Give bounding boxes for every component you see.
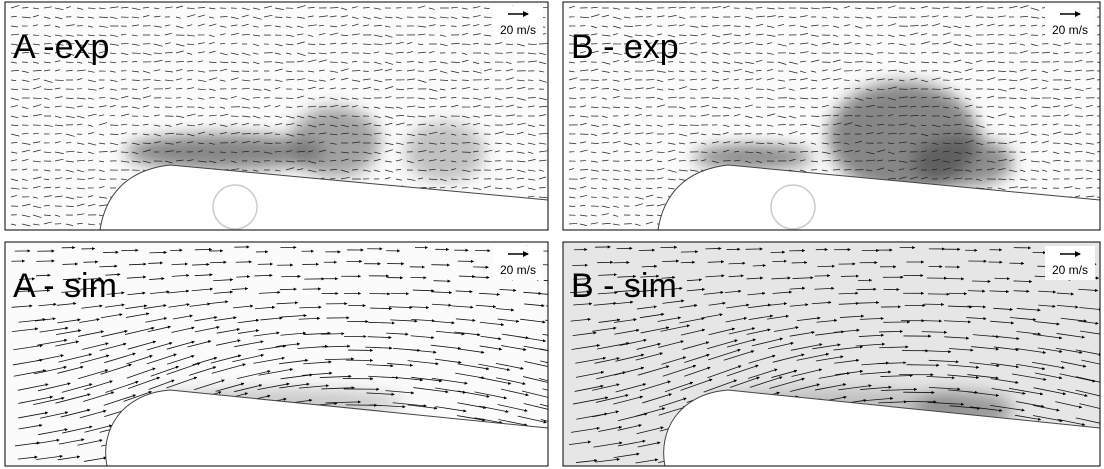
vector <box>83 262 97 263</box>
panel-label: A - sim <box>13 267 117 305</box>
vector <box>681 252 698 253</box>
panel: 20 m/s A - sim <box>5 242 574 466</box>
scale-label: 20 m/s <box>500 263 536 277</box>
vector <box>613 262 629 263</box>
panel: 20 m/s A -exp <box>5 2 548 230</box>
panel-label: B - exp <box>571 28 679 66</box>
vector <box>434 281 451 282</box>
vector <box>370 308 391 309</box>
vector <box>539 125 545 126</box>
scale-label: 20 m/s <box>1052 23 1088 37</box>
vector <box>149 252 166 253</box>
vector <box>815 276 830 277</box>
panel-label: A -exp <box>13 28 109 66</box>
vector <box>391 293 409 294</box>
panel-label: B - sim <box>571 267 677 305</box>
vector <box>923 321 942 322</box>
flow-region <box>913 137 1013 187</box>
vector <box>541 265 557 266</box>
vector <box>972 281 990 282</box>
panel: 20 m/s B - exp <box>563 2 1104 230</box>
vector <box>459 276 475 277</box>
vector <box>753 265 766 266</box>
vector <box>63 264 78 265</box>
scale-label: 20 m/s <box>500 23 536 37</box>
flow-region <box>693 145 813 169</box>
panel: 20 m/s B - sim <box>563 242 1104 466</box>
scale-label: 20 m/s <box>1052 263 1088 277</box>
vector <box>907 365 939 366</box>
